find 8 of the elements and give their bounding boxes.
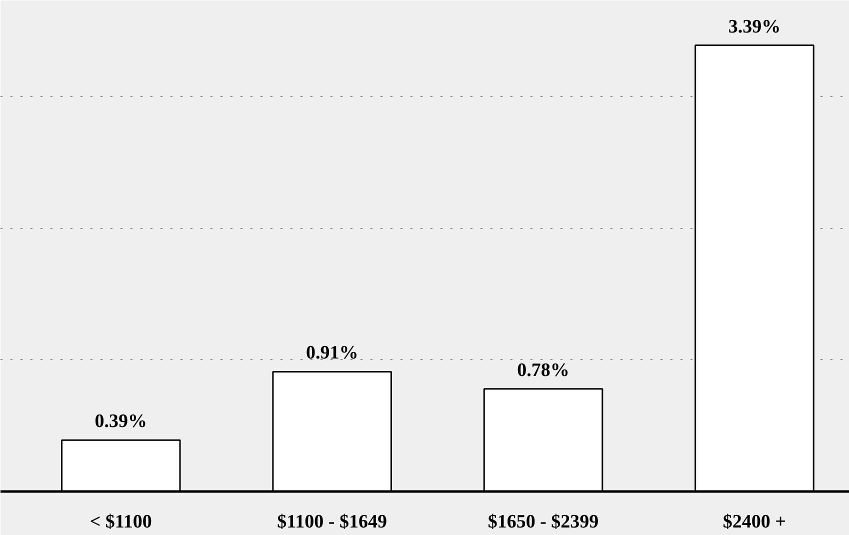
x-tick-label: $1650 - $2399 <box>488 512 599 532</box>
data-label: 0.78% <box>517 360 570 381</box>
data-label: 0.91% <box>306 342 358 364</box>
x-tick-label: $2400 + <box>722 512 786 532</box>
data-label: 0.39% <box>94 411 148 432</box>
data-label: 3.39% <box>728 16 781 38</box>
x-tick-label: < $1100 <box>90 512 152 532</box>
x-tick-label: $1100 - $1649 <box>277 512 387 532</box>
